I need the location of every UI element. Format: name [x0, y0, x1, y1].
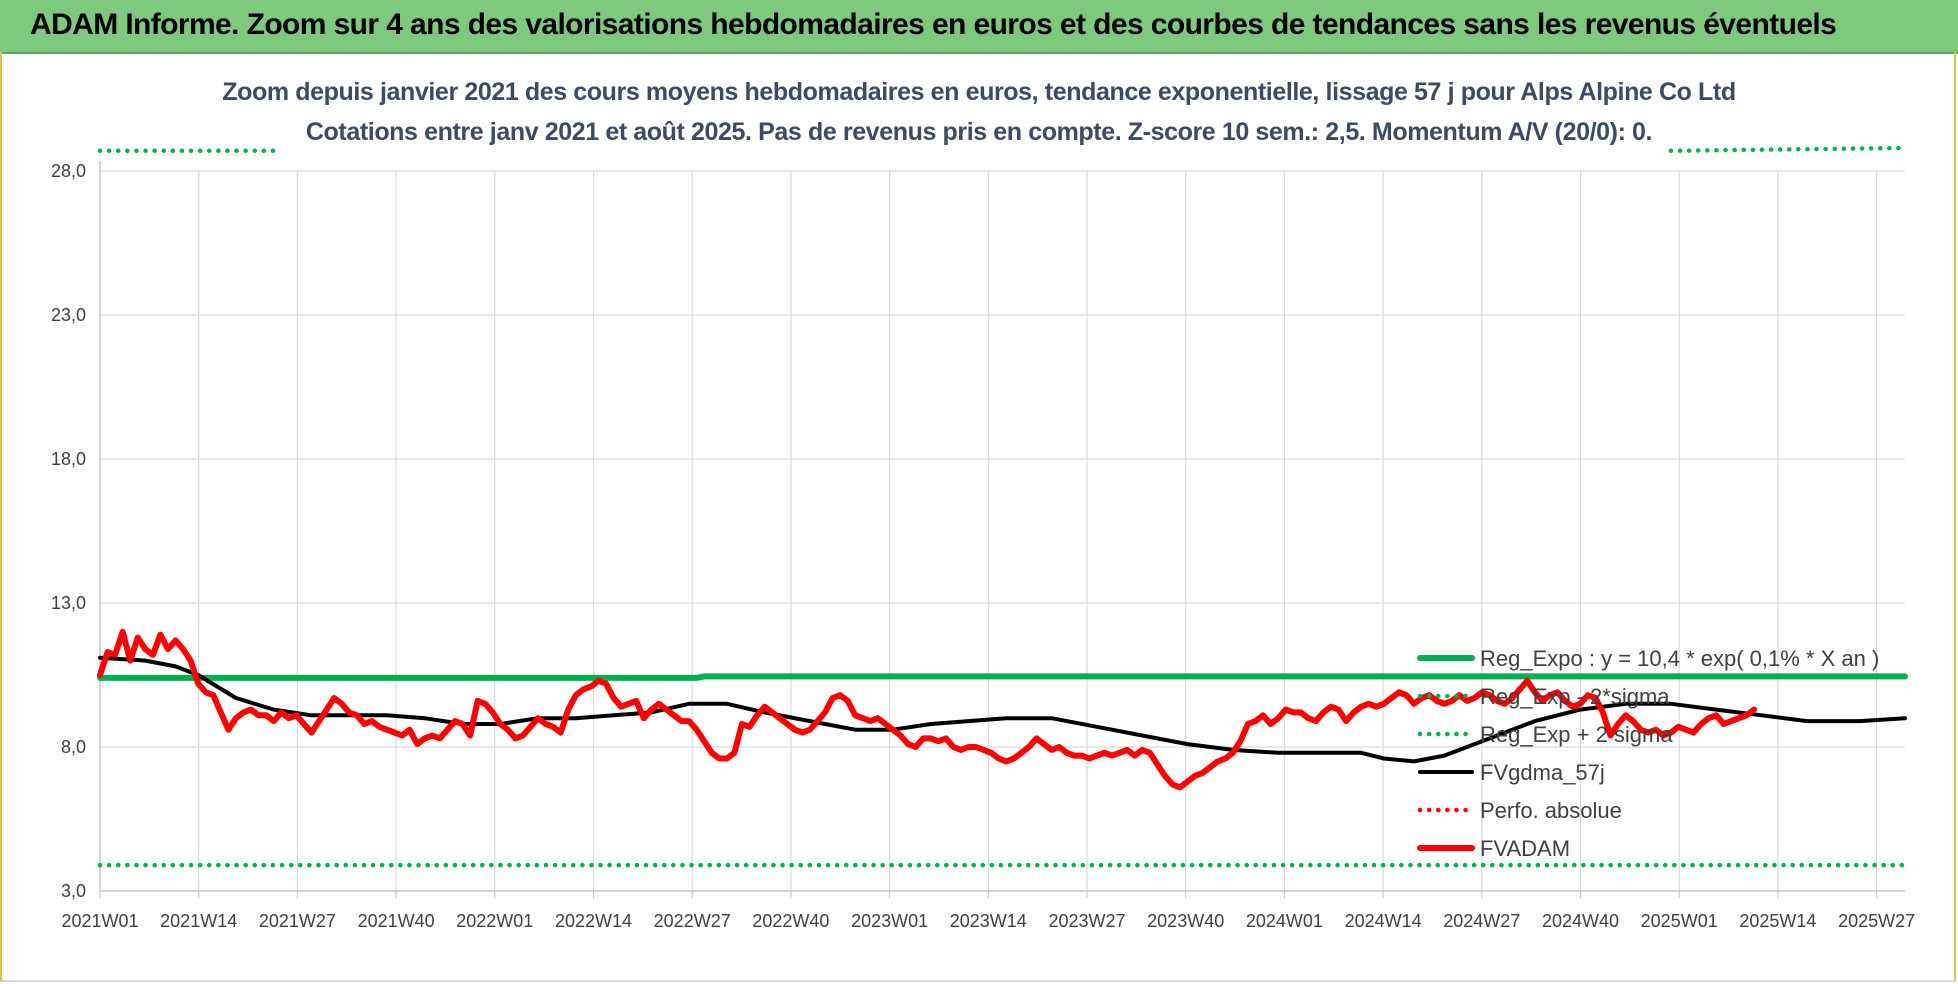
x-tick-label: 2022W40 — [752, 911, 829, 931]
legend-label: Reg_Exp + 2 sigma — [1480, 722, 1673, 747]
x-tick-label: 2023W01 — [851, 911, 928, 931]
x-tick-label: 2024W14 — [1345, 911, 1422, 931]
chart-subtitle: Cotations entre janv 2021 et août 2025. … — [305, 118, 1653, 146]
series-line — [98, 655, 1907, 764]
chart-title: Zoom depuis janvier 2021 des cours moyen… — [222, 78, 1736, 106]
x-tick-label: 2023W40 — [1147, 911, 1224, 931]
legend-label: Reg_Expo : y = 10,4 * exp( 0,1% * X an ) — [1480, 646, 1879, 671]
x-tick-label: 2021W01 — [61, 911, 138, 931]
y-tick-label: 3,0 — [61, 881, 86, 901]
x-tick-label: 2023W14 — [950, 911, 1027, 931]
series-line — [1668, 145, 1908, 154]
y-tick-label: 8,0 — [61, 737, 86, 757]
x-tick-label: 2021W27 — [259, 911, 336, 931]
y-tick-label: 28,0 — [51, 161, 86, 181]
y-tick-label: 13,0 — [51, 593, 86, 613]
x-tick-label: 2022W01 — [456, 911, 533, 931]
y-tick-label: 23,0 — [51, 305, 86, 325]
axis-layer: 3,0 8,0 13,0 18,0 23,0 28,0 2021W01 2021W14 2021… — [51, 161, 1915, 931]
x-tick-label: 2022W27 — [654, 911, 731, 931]
y-tick-label: 18,0 — [51, 449, 86, 469]
x-tick-label: 2024W27 — [1443, 911, 1520, 931]
x-tick-label: 2025W27 — [1838, 911, 1915, 931]
x-tick-label: 2022W14 — [555, 911, 632, 931]
legend-label: Reg_Exp - 2*sigma — [1480, 684, 1670, 709]
line-chart: 3,0 8,0 13,0 18,0 23,0 28,0 2021W01 2021W14 2021… — [51, 145, 1915, 931]
legend-label: FVADAM — [1480, 836, 1570, 861]
x-tick-label: 2024W40 — [1542, 911, 1619, 931]
report-banner: ADAM Informe. Zoom sur 4 ans des valoris… — [0, 0, 1958, 54]
series-line — [97, 673, 1908, 681]
chart-frame — [0, 52, 1956, 982]
x-tick-label: 2024W01 — [1246, 911, 1323, 931]
legend-label: FVgdma_57j — [1480, 760, 1605, 785]
series-layer — [97, 145, 1908, 868]
x-tick-label: 2025W01 — [1641, 911, 1718, 931]
report-title: ADAM Informe. Zoom sur 4 ans des valoris… — [30, 8, 1837, 41]
x-tick-label: 2025W14 — [1739, 911, 1816, 931]
grid-layer — [99, 170, 1905, 892]
x-tick-label: 2023W27 — [1048, 911, 1125, 931]
x-tick-label: 2021W14 — [160, 911, 237, 931]
legend-label: Perfo. absolue — [1480, 798, 1622, 823]
legend: Reg_Expo : y = 10,4 * exp( 0,1% * X an )… — [1417, 646, 1879, 861]
series-line — [97, 628, 1757, 791]
x-tick-label: 2021W40 — [358, 911, 435, 931]
